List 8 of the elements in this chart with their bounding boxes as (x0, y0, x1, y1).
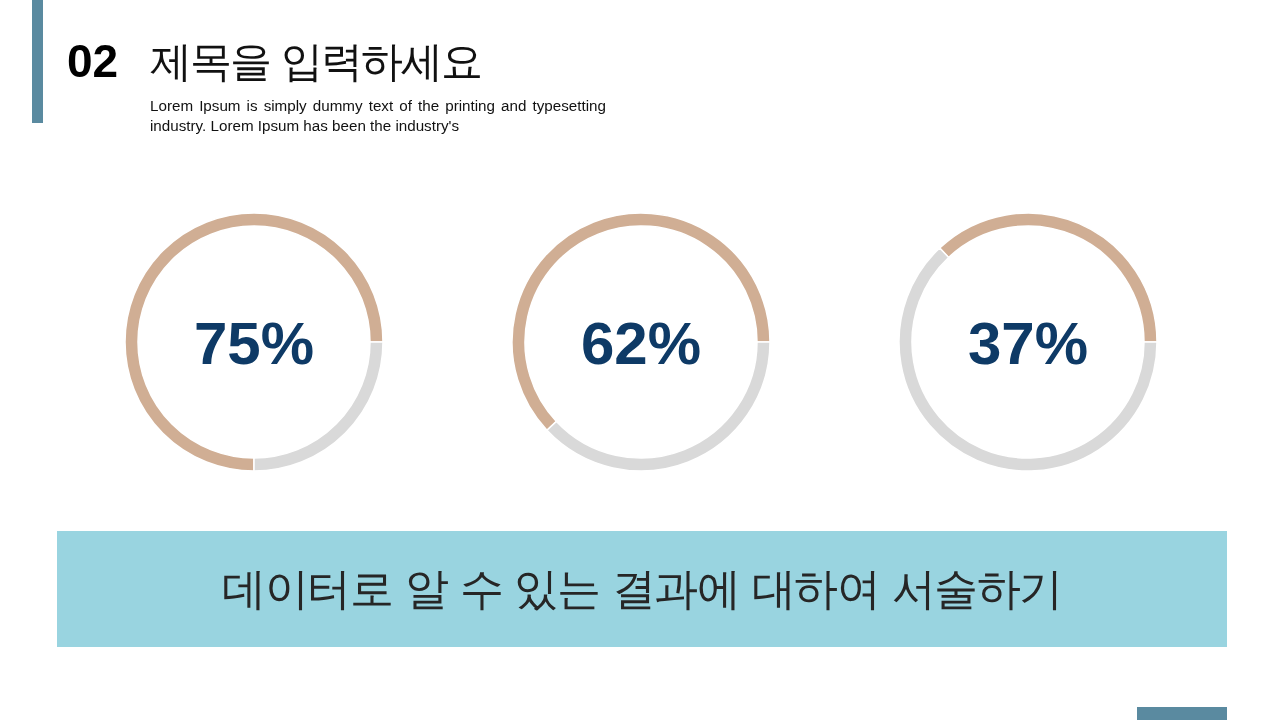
text: 데이터로 알 수 있는 결과에 대하여 서술하기 (222, 563, 1062, 614)
text: 제목을 입력하세요 (150, 37, 482, 86)
text: 02 (67, 35, 119, 87)
text: 62% (580, 310, 702, 377)
text: 75% (193, 310, 315, 377)
donut-slice (124, 212, 384, 472)
text: 37% (967, 310, 1089, 377)
text: Lorem Ipsum is simply dummy text of the printing and typesetting industry. Lorem Ipsum has been the industry's (150, 96, 606, 136)
